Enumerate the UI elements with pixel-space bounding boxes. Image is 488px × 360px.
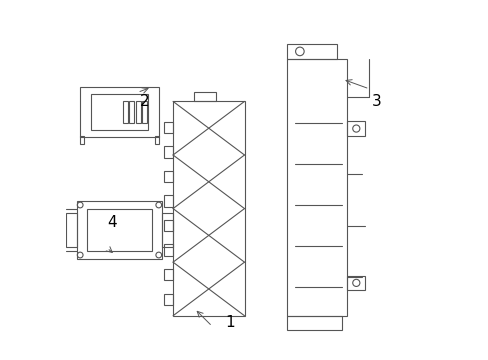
Bar [142,102,147,123]
Bar [164,195,173,207]
Bar [129,102,134,123]
Bar [346,276,365,290]
Bar [173,102,244,316]
Bar [287,316,342,330]
Bar [80,136,84,144]
Bar [346,121,365,136]
Bar [164,220,173,231]
Bar [136,102,140,123]
Bar [77,202,162,258]
Bar [287,44,337,59]
Bar [123,102,127,123]
Bar [66,213,77,247]
Bar [164,146,173,158]
Text: 2: 2 [140,94,149,109]
Bar [164,122,173,133]
Bar [80,87,159,137]
Bar [155,136,159,144]
Text: 3: 3 [371,94,381,109]
Text: 4: 4 [107,215,117,230]
Text: 1: 1 [225,315,235,330]
Bar [87,208,151,251]
Bar [164,171,173,182]
Bar [91,94,148,130]
Bar [194,93,216,102]
Bar [164,269,173,280]
Bar [164,294,173,305]
Bar [287,59,346,316]
Bar [164,244,173,256]
Bar [162,213,173,247]
